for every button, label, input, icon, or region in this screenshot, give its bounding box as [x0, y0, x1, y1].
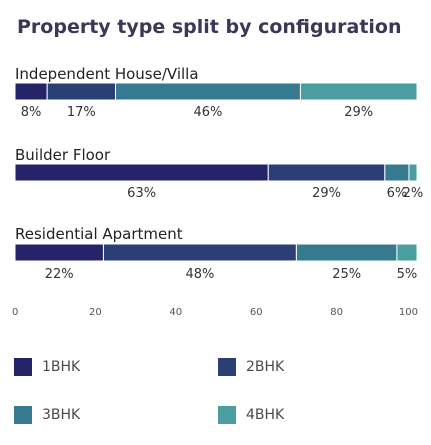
bar-independent-house-villa-2bhk [46, 82, 116, 101]
legend-swatch-1bhk [14, 358, 32, 376]
bar-builder-floor-1bhk [14, 163, 269, 182]
x-tick-label-40: 40 [169, 307, 182, 318]
legend-item-3bhk: 3BHK [14, 406, 80, 424]
category-label-independent-house-villa: Independent House/Villa [15, 65, 199, 83]
legend-swatch-4bhk [218, 406, 236, 424]
x-tick-label-80: 80 [330, 307, 343, 318]
bar-residential-apartment-3bhk [295, 243, 398, 262]
x-tick-label-20: 20 [89, 307, 102, 318]
x-tick-label-60: 60 [250, 307, 263, 318]
bar-builder-floor-2bhk [267, 163, 386, 182]
data-label-residential-apartment-2bhk: 48% [185, 267, 214, 282]
category-label-builder-floor: Builder Floor [15, 146, 111, 164]
legend-item-4bhk: 4BHK [218, 406, 284, 424]
legend-label-1bhk: 1BHK [42, 359, 81, 375]
bar-residential-apartment-4bhk [396, 243, 418, 262]
category-label-residential-apartment: Residential Apartment [15, 225, 183, 243]
data-label-builder-floor-2bhk: 29% [312, 186, 341, 201]
bar-residential-apartment-2bhk [102, 243, 297, 262]
bar-builder-floor-4bhk [408, 163, 418, 182]
bar-builder-floor-3bhk [384, 163, 410, 182]
data-label-builder-floor-1bhk: 63% [127, 186, 156, 201]
x-tick-label-100: 100 [399, 307, 418, 318]
legend-label-2bhk: 2BHK [246, 359, 285, 375]
data-label-independent-house-villa-2bhk: 17% [67, 105, 96, 120]
bar-independent-house-villa-4bhk [299, 82, 418, 101]
bar-residential-apartment-1bhk [14, 243, 104, 262]
data-label-builder-floor-3bhk: 6% [387, 186, 408, 201]
legend-item-1bhk: 1BHK [14, 358, 80, 376]
data-label-residential-apartment-1bhk: 22% [45, 267, 74, 282]
chart-title: Property type split by configuration [17, 16, 402, 38]
data-label-residential-apartment-4bhk: 5% [397, 267, 418, 282]
data-label-residential-apartment-3bhk: 25% [332, 267, 361, 282]
legend-label-3bhk: 3BHK [42, 407, 81, 423]
bar-independent-house-villa-1bhk [14, 82, 48, 101]
x-tick-label-0: 0 [12, 307, 18, 318]
legend-item-2bhk: 2BHK [218, 358, 284, 376]
data-label-independent-house-villa-4bhk: 29% [344, 105, 373, 120]
legend-label-4bhk: 4BHK [246, 407, 285, 423]
legend-swatch-3bhk [14, 406, 32, 424]
data-label-builder-floor-4bhk: 2% [403, 186, 424, 201]
data-label-independent-house-villa-1bhk: 8% [21, 105, 42, 120]
data-label-independent-house-villa-3bhk: 46% [194, 105, 223, 120]
bar-independent-house-villa-3bhk [115, 82, 301, 101]
legend-swatch-2bhk [218, 358, 236, 376]
